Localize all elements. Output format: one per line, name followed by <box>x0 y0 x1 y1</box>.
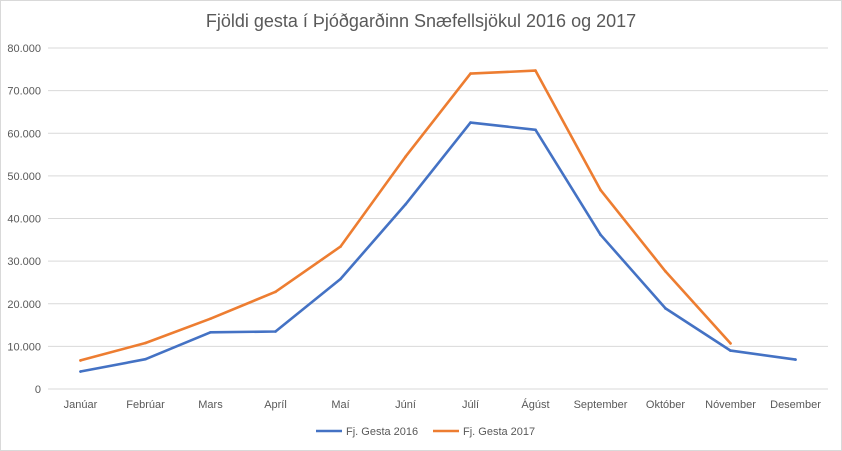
data-point <box>274 290 277 294</box>
y-tick-label: 70.000 <box>7 86 41 98</box>
y-tick-label: 0 <box>35 384 41 396</box>
data-point <box>339 245 342 248</box>
data-point <box>534 69 537 72</box>
y-axis-ticks: 0 10.000 20.000 30.000 40.000 50.000 60.000 70.… <box>7 43 41 396</box>
x-tick-label: Júlí <box>462 399 479 411</box>
y-tick-label: 60.000 <box>7 128 41 140</box>
data-point <box>534 128 537 132</box>
x-tick-label: Maí <box>331 399 349 411</box>
data-point <box>729 342 732 345</box>
data-point <box>79 359 82 362</box>
data-point <box>144 341 147 345</box>
data-point <box>274 330 277 333</box>
data-point <box>339 277 342 281</box>
data-point <box>664 270 667 273</box>
legend-label: Fj. Gesta 2016 <box>346 426 418 438</box>
x-tick-label: Júní <box>395 399 416 411</box>
x-tick-label: Apríl <box>264 399 287 411</box>
data-point <box>79 370 82 373</box>
data-point <box>209 317 212 320</box>
y-tick-label: 50.000 <box>7 171 41 183</box>
data-point <box>404 155 407 158</box>
x-tick-label: Desember <box>770 399 821 411</box>
y-tick-label: 40.000 <box>7 214 41 226</box>
x-tick-label: Janúar <box>64 399 98 411</box>
data-point <box>209 331 212 334</box>
data-point <box>599 233 602 236</box>
x-axis-ticks: Janúar Febrúar Mars Apríl Maí Júní Júlí Ágúst Se… <box>64 398 822 411</box>
y-tick-label: 30.000 <box>7 256 41 268</box>
y-tick-label: 20.000 <box>7 299 41 311</box>
data-point <box>794 358 797 361</box>
series-line-2 <box>79 69 732 362</box>
legend-label: Fj. Gesta 2017 <box>463 426 535 438</box>
x-tick-label: Febrúar <box>126 399 165 411</box>
x-tick-label: September <box>574 399 628 411</box>
data-point <box>729 349 732 352</box>
x-tick-label: Mars <box>198 399 223 411</box>
x-tick-label: Nóvember <box>705 399 756 411</box>
data-point <box>599 188 602 192</box>
data-point <box>469 121 472 124</box>
y-tick-label: 10.000 <box>7 341 41 353</box>
legend: Fj. Gesta 2016 Fj. Gesta 2017 <box>316 426 535 438</box>
series-line-1 <box>79 121 797 373</box>
data-point <box>469 72 472 75</box>
chart-title: Fjöldi gesta í Þjóðgarðinn Snæfellsjökul… <box>206 11 636 31</box>
y-tick-label: 80.000 <box>7 43 41 55</box>
data-point <box>664 307 667 310</box>
x-tick-label: Ágúst <box>521 398 549 411</box>
series-lines <box>79 69 797 373</box>
x-tick-label: Október <box>646 399 685 411</box>
data-point <box>144 357 147 361</box>
data-point <box>404 203 407 206</box>
